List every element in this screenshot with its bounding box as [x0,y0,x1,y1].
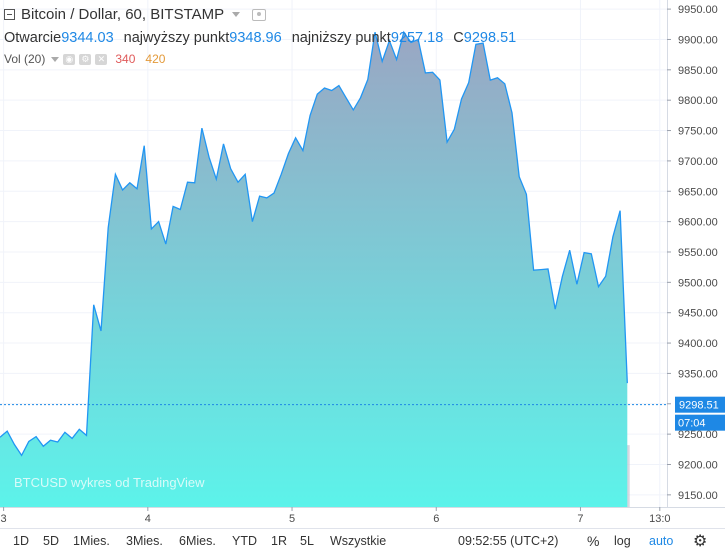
price-tick-label: 9850.00 [678,65,718,77]
volume-label[interactable]: Vol (20) [4,52,46,66]
price-badge [675,396,725,413]
low-label: najniższy punkt [291,30,391,46]
range-1d-button[interactable]: 1D [13,534,29,548]
price-area-fill [0,32,628,507]
range-3m-button[interactable]: 3Mies. [126,534,163,548]
volume-value: 340 [115,52,136,66]
price-tick-label: 9750.00 [678,126,718,138]
time-tick-label: 13:0 [649,513,670,525]
range-6m-button[interactable]: 6Mies. [179,534,216,548]
range-ytd-button[interactable]: YTD [232,534,257,548]
log-button[interactable]: log [614,534,631,548]
time-badge-label: 07:04 [678,418,706,430]
ohlc-legend: Otwarcie9344.03 najwyższy punkt9348.96 n… [4,30,522,46]
price-series-line [0,30,628,457]
settings-icon[interactable]: ⚙ [79,53,92,65]
price-tick-label: 9450.00 [678,308,718,320]
open-value: 9344.03 [61,30,114,46]
time-tick-label: 4 [145,513,151,525]
price-tick-label: 9550.00 [678,247,718,259]
symbol-title[interactable]: Bitcoin / Dollar, 60, BITSTAMP [21,6,225,23]
price-tick-label: 9400.00 [678,338,718,350]
time-tick-label: 7 [577,513,583,525]
price-tick-label: 9250.00 [678,429,718,441]
percent-button[interactable]: % [587,533,600,549]
price-tick-label: 9200.00 [678,459,718,471]
clock-display[interactable]: 09:52:55 (UTC+2) [458,534,559,548]
time-badge [675,414,725,431]
low-value: 9257.18 [390,30,444,46]
price-axis[interactable]: 9150.009200.009250.009300.009350.009400.… [667,0,725,507]
price-badge-label: 9298.51 [679,400,719,412]
bottom-toolbar: 1D 5D 1Mies. 3Mies. 6Mies. YTD 1R 5L Wsz… [0,528,725,553]
collapse-icon[interactable] [4,9,15,20]
range-5y-button[interactable]: 5L [300,534,314,548]
high-label: najwyższy punkt [123,30,230,46]
price-tick-label: 9350.00 [678,368,718,380]
time-tick-label: 6 [433,513,439,525]
range-5d-button[interactable]: 5D [43,534,59,548]
chart-header: Bitcoin / Dollar, 60, BITSTAMP [4,6,267,23]
close-value: 9298.51 [463,30,517,46]
chevron-down-icon[interactable] [51,56,60,62]
high-value: 9348.96 [229,30,282,46]
volume-legend: Vol (20) ◉ ⚙ ✕ 340 420 [4,52,165,66]
open-label: Otwarcie [4,30,62,46]
close-icon[interactable]: ✕ [95,53,108,65]
price-tick-label: 9500.00 [678,277,718,289]
range-all-button[interactable]: Wszystkie [330,534,387,548]
price-tick-label: 9800.00 [678,95,718,107]
price-area [0,30,667,507]
time-tick-label: 3 [1,513,7,525]
visibility-icon[interactable] [252,8,267,21]
volume-bar [624,445,630,507]
price-tick-label: 9600.00 [678,217,718,229]
volume-ma-value: 420 [145,52,166,66]
eye-icon[interactable]: ◉ [63,53,76,65]
price-tick-label: 9150.00 [678,490,718,502]
price-tick-label: 9700.00 [678,156,718,168]
gear-icon[interactable]: ⚙ [693,533,708,550]
range-1m-button[interactable]: 1Mies. [73,534,110,548]
price-tick-label: 9950.00 [678,4,718,16]
price-tick-label: 9650.00 [678,186,718,198]
time-tick-label: 5 [289,513,295,525]
watermark: BTCUSD wykres od TradingView [14,475,205,490]
chevron-down-icon[interactable] [232,12,241,17]
close-label: C [453,30,464,46]
price-tick-label: 9900.00 [678,34,718,46]
auto-button[interactable]: auto [649,534,674,548]
time-axis[interactable]: 3 4 5 6 7 13:0 [0,507,725,525]
range-1y-button[interactable]: 1R [271,534,287,548]
